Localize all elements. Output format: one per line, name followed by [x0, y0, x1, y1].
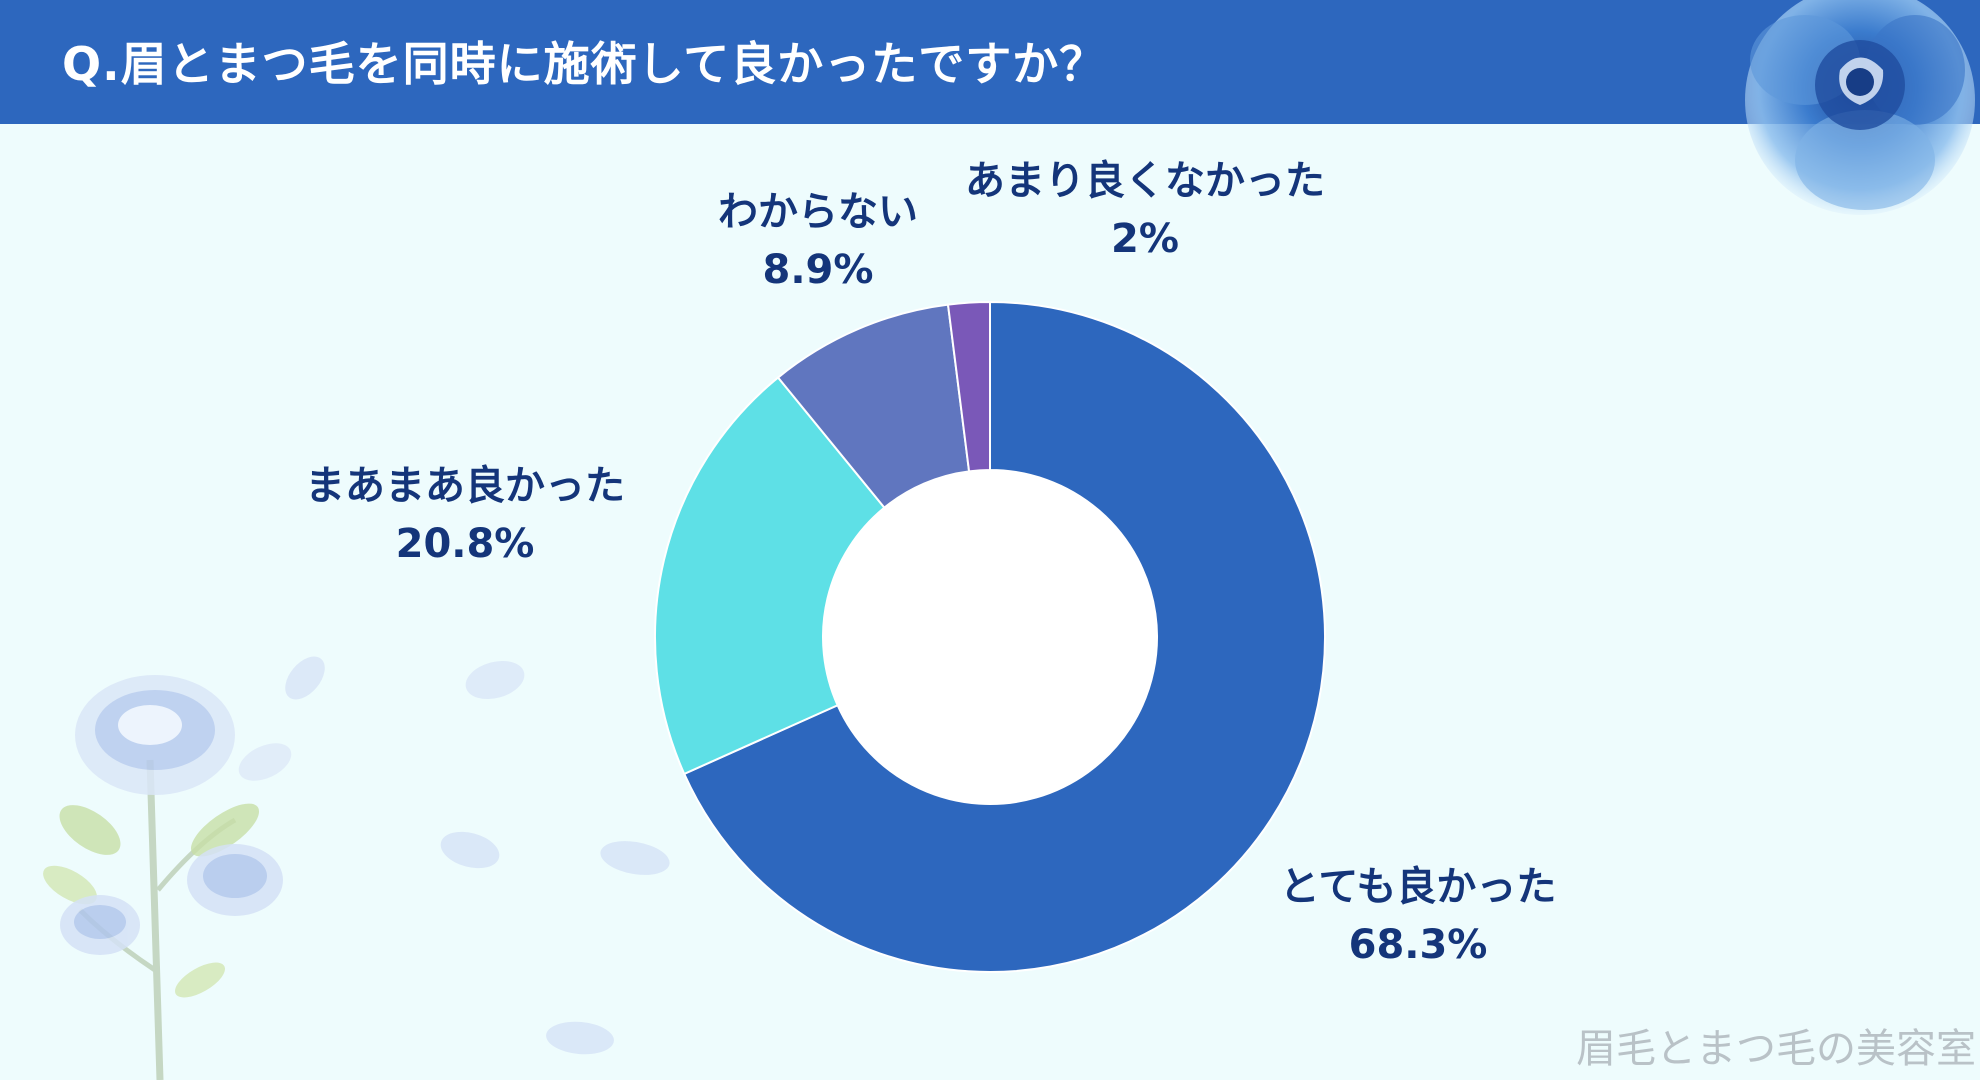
watermark-text: 眉毛とまつ毛の美容室 — [1576, 1026, 1976, 1072]
donut-hole — [823, 470, 1157, 804]
page-title: Q.眉とまつ毛を同時に施術して良かったですか？ — [62, 37, 1107, 91]
donut-slice-1 — [682, 300, 1326, 973]
slice-label-value: 8.9% — [762, 247, 874, 293]
slice-label-value: 20.8% — [395, 521, 535, 567]
slice-label-value: 68.3% — [1348, 922, 1488, 968]
slice-label-name: あまり良くなかった — [965, 158, 1325, 204]
slice-label-2: まあまあ良かった 20.8% — [305, 457, 625, 573]
slice-label-4: あまり良くなかった 2% — [965, 152, 1325, 268]
blue-rose-stem-decoration — [43, 675, 283, 1080]
slice-label-3: わからない 8.9% — [718, 183, 918, 299]
slice-label-name: わからない — [718, 189, 918, 235]
slice-label-name: とても良かった — [1279, 864, 1557, 910]
header-bar: Q.眉とまつ毛を同時に施術して良かったですか？ — [0, 0, 1980, 124]
slice-label-value: 2% — [1111, 216, 1179, 262]
slice-label-name: まあまあ良かった — [305, 463, 625, 509]
blue-rose-decoration — [1745, 0, 1975, 215]
slice-label-1: とても良かった 68.3% — [1280, 858, 1557, 974]
